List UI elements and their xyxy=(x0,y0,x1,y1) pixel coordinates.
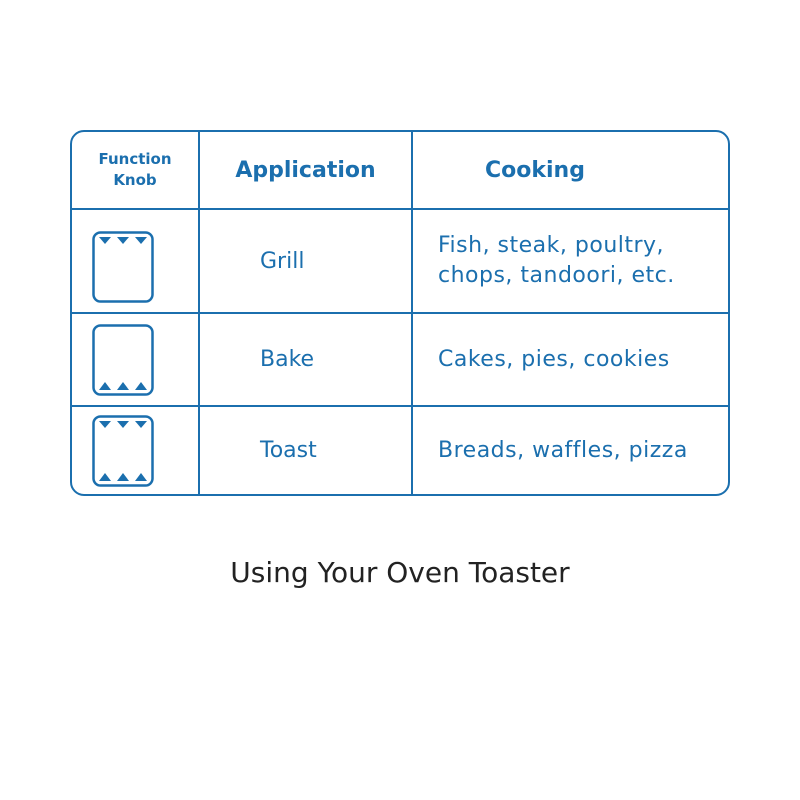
caption: Using Your Oven Toaster xyxy=(230,556,570,589)
toast-top-bottom-heat-icon xyxy=(92,415,154,487)
oven-function-table: Function Knob Application Cooking Grill … xyxy=(70,130,730,496)
application-grill: Grill xyxy=(260,248,305,274)
row-divider xyxy=(72,208,728,210)
header-application: Application xyxy=(235,157,376,183)
header-cooking: Cooking xyxy=(485,157,585,183)
application-bake: Bake xyxy=(260,347,315,372)
cooking-grill: Fish, steak, poultry, chops, tandoori, e… xyxy=(438,233,675,288)
row-divider xyxy=(72,405,728,407)
application-toast: Toast xyxy=(260,438,317,463)
cooking-toast: Breads, waffles, pizza xyxy=(438,437,688,463)
row-divider xyxy=(72,312,728,314)
grill-top-heat-icon xyxy=(92,231,154,303)
bake-bottom-heat-icon xyxy=(92,324,154,396)
header-function-knob: Function Knob xyxy=(98,150,172,189)
cooking-bake: Cakes, pies, cookies xyxy=(438,346,670,372)
